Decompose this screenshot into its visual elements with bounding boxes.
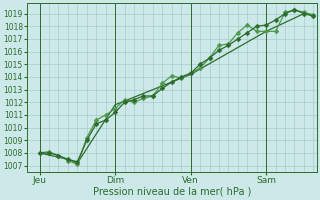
X-axis label: Pression niveau de la mer( hPa ): Pression niveau de la mer( hPa ) xyxy=(92,187,251,197)
